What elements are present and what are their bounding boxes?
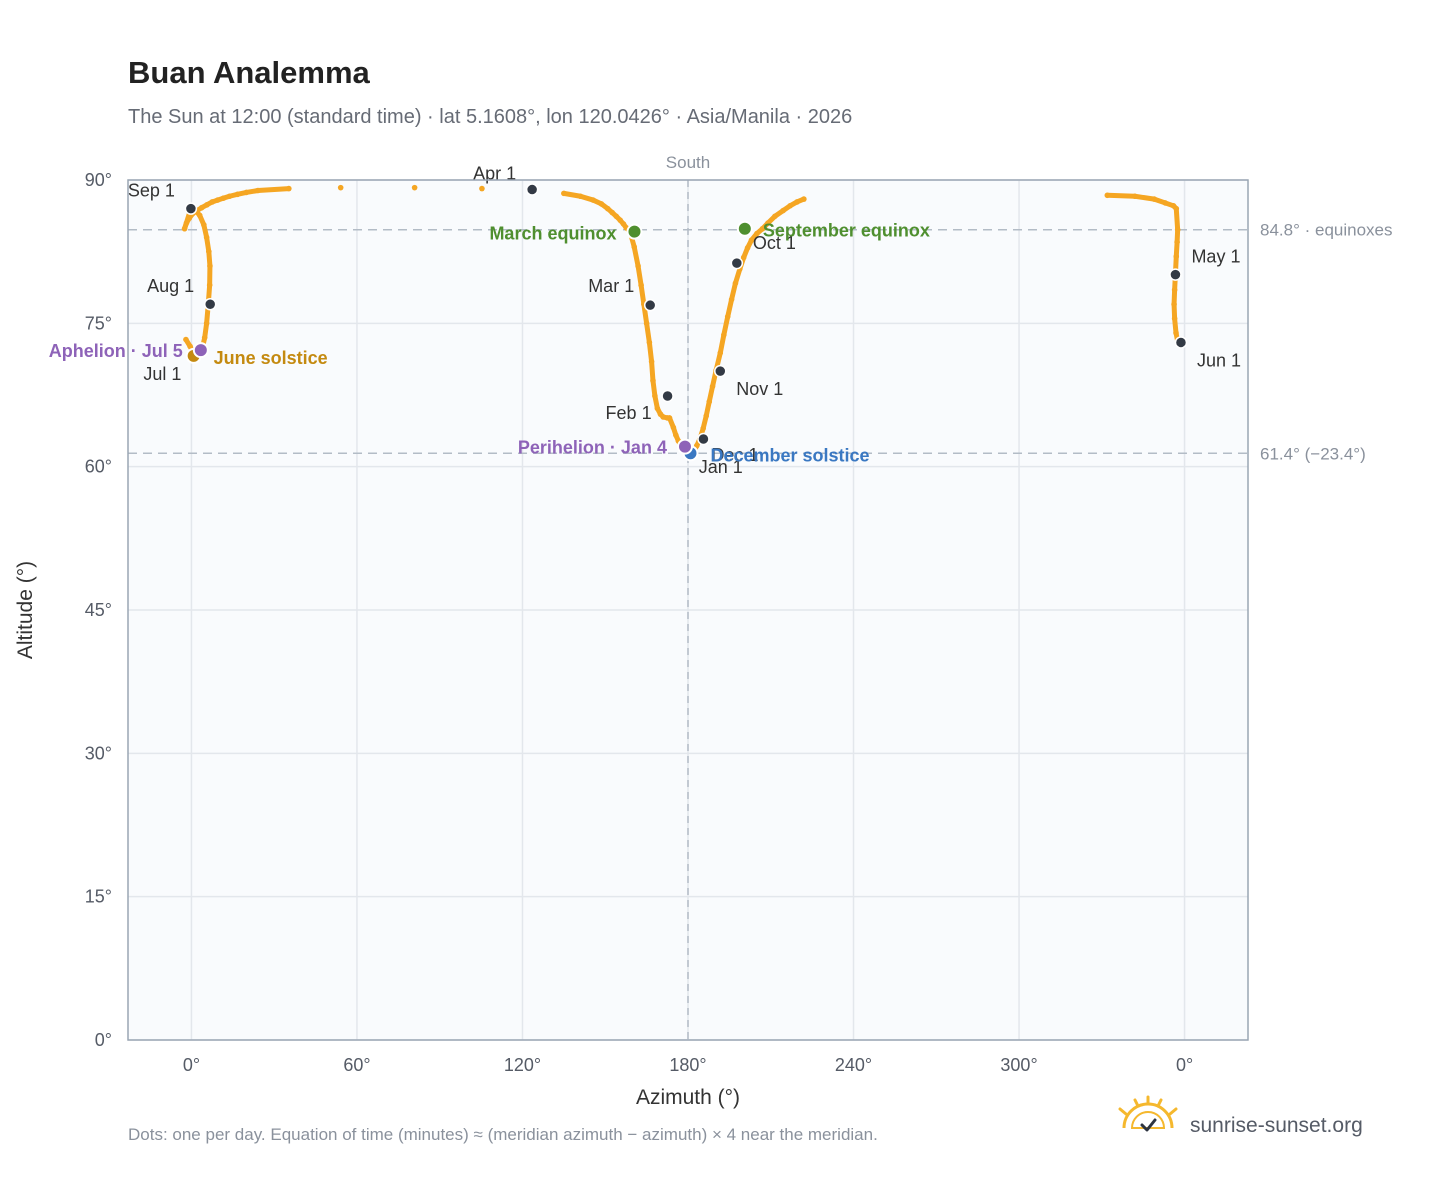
event-markers: March equinox September equinox June solst… (49, 220, 930, 465)
day-dot (411, 184, 418, 191)
month-marker (1174, 336, 1188, 349)
meridian-label: South (666, 153, 710, 172)
month-marker (525, 183, 539, 196)
month-marker (661, 389, 674, 403)
curve-segment (641, 301, 650, 326)
y-tick-label: 75° (85, 313, 112, 333)
month-marker (184, 202, 198, 215)
curve-segment (1173, 206, 1181, 233)
x-tick-label: 300° (1000, 1055, 1037, 1075)
y-axis-label: Altitude (°) (14, 561, 37, 659)
month-label: Oct 1 (753, 233, 796, 253)
event-label: Perihelion · Jan 4 (518, 438, 667, 458)
y-tick-label: 15° (85, 887, 112, 907)
y-tick-label: 60° (85, 457, 112, 477)
month-label: May 1 (1191, 247, 1240, 267)
month-label: Jun 1 (1197, 350, 1241, 370)
x-tick-label: 240° (835, 1055, 872, 1075)
chart-subtitle: The Sun at 12:00 (standard time) · lat 5… (128, 106, 852, 128)
curve-segment (721, 314, 731, 338)
month-label: Jul 1 (143, 364, 181, 384)
month-marker (643, 298, 657, 312)
x-axis-label: Azimuth (°) (636, 1086, 740, 1109)
curve-segment (1104, 192, 1138, 199)
curve-segment (638, 282, 647, 307)
chart-title: Buan Analemma (128, 55, 371, 90)
month-label: Apr 1 (473, 164, 516, 184)
x-tick-label: 120° (504, 1055, 541, 1075)
month-label: Jan 1 (699, 457, 743, 477)
day-dot (337, 184, 344, 191)
month-label: Dec 1 (711, 445, 758, 465)
month-label: Sep 1 (128, 181, 175, 201)
month-marker (730, 256, 744, 270)
month-marker (1169, 268, 1182, 281)
curve-segment (255, 186, 292, 194)
curve-segment (635, 263, 644, 288)
y-tick-label: 0° (95, 1030, 112, 1050)
curve-segment (725, 296, 735, 320)
event-label: March equinox (489, 224, 616, 244)
reference-line-label: 61.4° (−23.4°) (1260, 444, 1366, 463)
plot-frame (127, 179, 1249, 1041)
x-tick-label: 180° (669, 1055, 706, 1075)
x-tick-label: 0° (183, 1055, 200, 1075)
month-markers: Jan 1 Feb 1 Mar 1 Apr 1 May 1 Jun 1 Jul 1 Aug 1… (128, 164, 1241, 477)
x-tick-label: 60° (343, 1055, 370, 1075)
curve-segment (644, 320, 652, 345)
sun-logo-icon (1118, 1095, 1178, 1132)
month-label: Feb 1 (606, 403, 652, 423)
month-marker (697, 432, 710, 446)
y-tick-label: 90° (85, 170, 112, 190)
event-marker (626, 223, 643, 240)
curve-segment (631, 244, 641, 269)
x-tick-label: 0° (1176, 1055, 1193, 1075)
month-marker (714, 364, 727, 378)
event-label: September equinox (763, 221, 930, 241)
curve-segment (717, 332, 727, 356)
curve-segment (649, 359, 656, 384)
month-label: Nov 1 (736, 379, 783, 399)
reference-line-label: 84.8° · equinoxes (1260, 221, 1393, 240)
day-dot (286, 185, 292, 192)
y-tick-label: 30° (85, 743, 112, 763)
day-dot (479, 185, 485, 192)
event-marker (676, 438, 693, 455)
footnote: Dots: one per day. Equation of time (min… (128, 1125, 878, 1144)
month-label: Mar 1 (588, 276, 634, 296)
curve-segment (1132, 193, 1157, 202)
event-label: Aphelion · Jul 5 (49, 341, 183, 361)
axis-ticks: 0° 60° 120° 180° 240° 300° 0° 0° 15° 30° 45° 60° 75°… (85, 170, 1193, 1075)
event-marker (192, 342, 209, 359)
event-label: December solstice (710, 445, 869, 465)
brand-name: sunrise-sunset.org (1190, 1114, 1363, 1137)
event-label: June solstice (214, 348, 328, 368)
month-marker (203, 297, 217, 311)
curve-segment (646, 339, 655, 365)
day-dot (801, 196, 807, 202)
month-label: Aug 1 (147, 276, 194, 296)
y-tick-label: 45° (85, 600, 112, 620)
event-marker (736, 220, 753, 237)
